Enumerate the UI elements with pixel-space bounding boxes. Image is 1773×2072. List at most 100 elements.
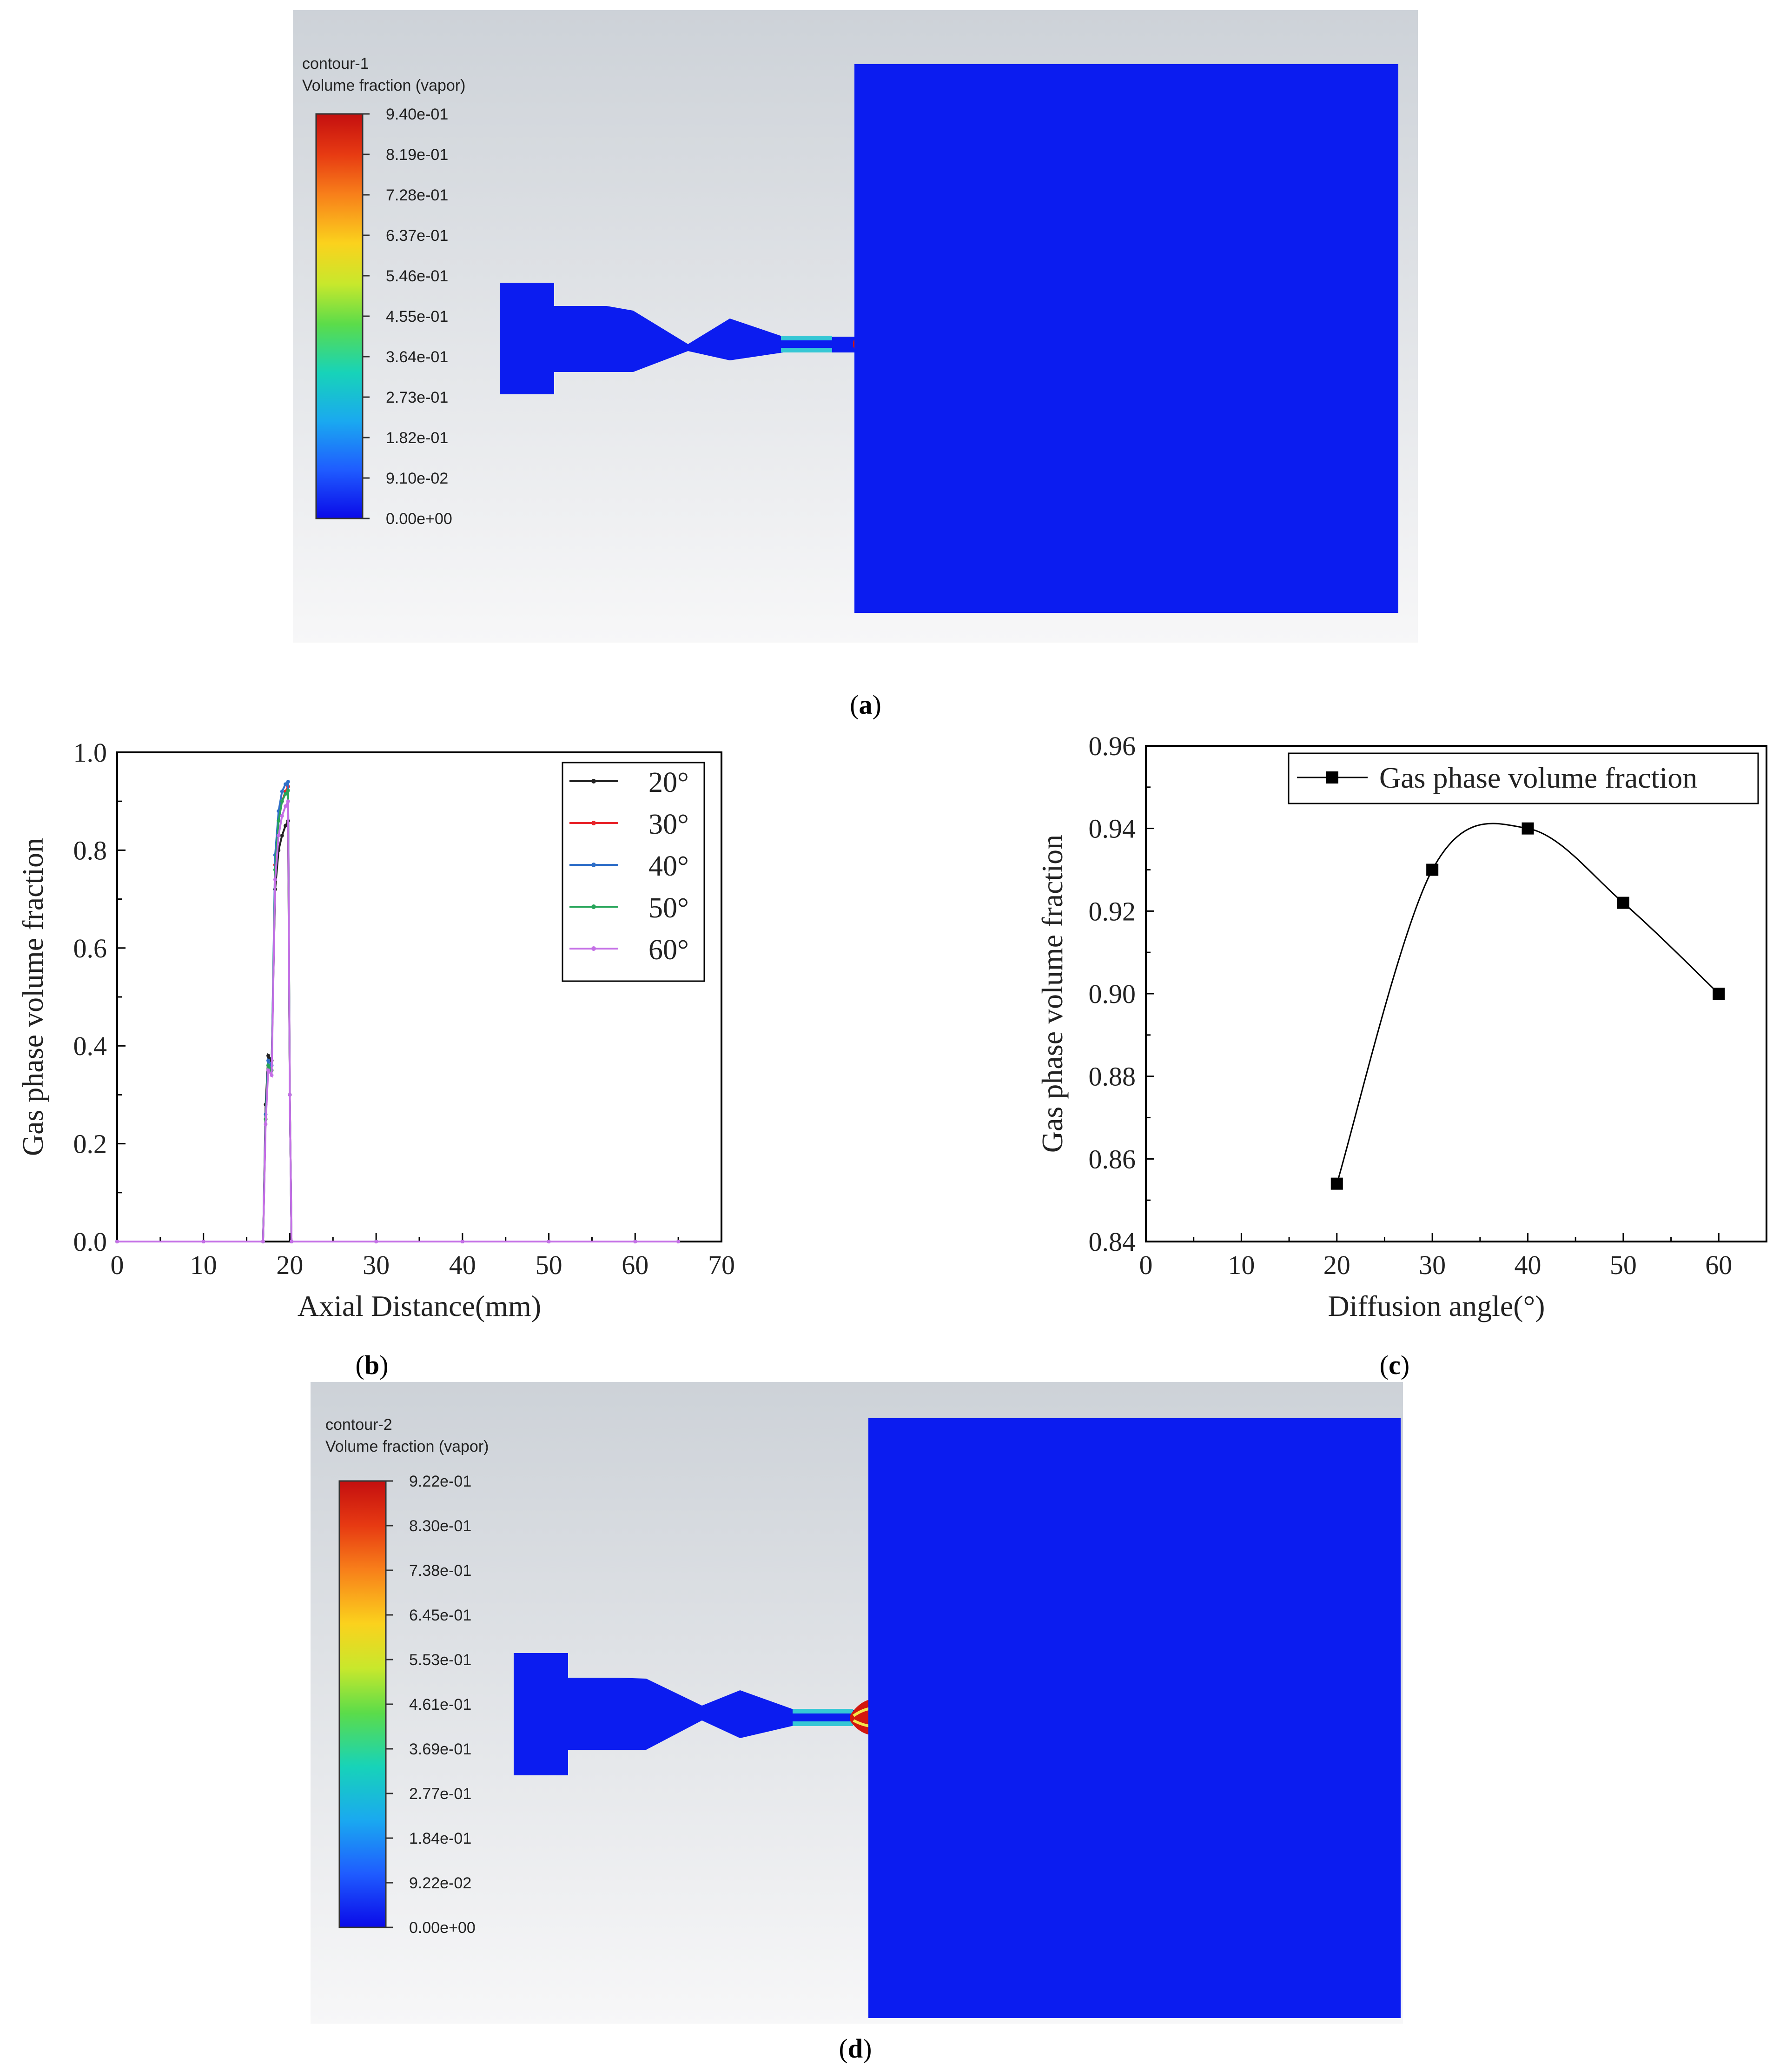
chart-b-xtick-label: 20 bbox=[276, 1250, 303, 1280]
colorbar-d-tick-label: 4.61e-01 bbox=[409, 1696, 471, 1713]
series-point bbox=[266, 1068, 270, 1072]
chart-c-series bbox=[1330, 822, 1725, 1190]
chart-c-ytick-label: 0.84 bbox=[1089, 1227, 1136, 1257]
series-point bbox=[270, 1073, 274, 1077]
colorbar-d-tick-label: 9.22e-01 bbox=[409, 1473, 471, 1490]
legend-b-entry: 50° bbox=[648, 892, 689, 924]
series-point bbox=[273, 877, 277, 882]
legend-c-box bbox=[1288, 752, 1759, 804]
colorbar-a-tick-label: 9.10e-02 bbox=[386, 470, 448, 487]
colorbar-a-tick-label: 9.40e-01 bbox=[386, 106, 448, 123]
chart-c-ylabel: Gas phase volume fraction bbox=[1036, 835, 1069, 1153]
chart-b-ytick-label: 0.0 bbox=[73, 1227, 107, 1257]
chart-b-series bbox=[115, 779, 681, 1243]
series-point bbox=[676, 1240, 681, 1243]
series-point bbox=[286, 799, 290, 804]
colorbar-d-tick-label: 5.53e-01 bbox=[409, 1651, 471, 1669]
chart-c-xtick-label: 30 bbox=[1419, 1250, 1446, 1280]
chart-b-axes: 0 10 20 30 40 50 60 70 0.0 0.2 0.4 0.6 0.8 1.0 bbox=[73, 737, 735, 1280]
panel-a-label: (a) bbox=[850, 690, 881, 720]
series-point bbox=[201, 1240, 205, 1243]
legend-b-marker bbox=[591, 821, 596, 825]
series-point bbox=[280, 833, 284, 837]
chart-b-ylabel: Gas phase volume fraction bbox=[16, 838, 49, 1156]
legend-b-marker bbox=[591, 946, 596, 951]
nozzle-body-a bbox=[500, 283, 855, 394]
chart-c-axes: 0 10 20 30 40 50 60 0.84 0.86 0.88 0.90 0.92 0.94 0.9… bbox=[1089, 731, 1733, 1280]
legend-b-marker bbox=[591, 863, 596, 867]
chart-b-xtick-label: 0 bbox=[111, 1250, 124, 1280]
domain-box-d bbox=[868, 1418, 1401, 2018]
legend-b-entry: 60° bbox=[648, 934, 689, 966]
chart-c-xtick-label: 20 bbox=[1323, 1250, 1350, 1280]
colorbar-d-tick-label: 7.38e-01 bbox=[409, 1562, 471, 1580]
colorbar-a bbox=[315, 113, 364, 519]
colorbar-d-tick-label: 3.69e-01 bbox=[409, 1740, 471, 1758]
series-point bbox=[1330, 1177, 1343, 1190]
chart-b-ytick-label: 0.6 bbox=[73, 933, 107, 963]
chart-b-xtick-label: 60 bbox=[622, 1250, 648, 1280]
legend-d-title-1: contour-2 bbox=[325, 1416, 392, 1434]
chart-c-legend: Gas phase volume fraction bbox=[1288, 752, 1759, 804]
legend-c-marker bbox=[1326, 771, 1338, 784]
chart-b-xtick-label: 50 bbox=[536, 1250, 562, 1280]
colorbar-d-tick-label: 9.22e-02 bbox=[409, 1874, 471, 1892]
legend-b-entry: 30° bbox=[648, 809, 689, 840]
panel-b-label: (b) bbox=[356, 1350, 389, 1380]
chart-c-xtick-label: 60 bbox=[1705, 1250, 1732, 1280]
series-point bbox=[290, 1240, 294, 1243]
chart-b-ytick-label: 0.2 bbox=[73, 1129, 107, 1159]
colorbar-a-tick-label: 8.19e-01 bbox=[386, 146, 448, 164]
colorbar-a-tick-label: 7.28e-01 bbox=[386, 186, 448, 204]
series-point bbox=[284, 782, 288, 786]
legend-b-box bbox=[562, 762, 705, 982]
series-point bbox=[277, 833, 281, 837]
series-point bbox=[264, 1122, 268, 1126]
chart-c-xtick-label: 50 bbox=[1610, 1250, 1637, 1280]
chart-b-xlabel: Axial Distance(mm) bbox=[298, 1289, 541, 1322]
colorbar-a-tick-label: 6.37e-01 bbox=[386, 227, 448, 245]
throat-vapor-d-2 bbox=[793, 1721, 853, 1726]
colorbar-a-tick-label: 1.82e-01 bbox=[386, 429, 448, 447]
legend-a-title-1: contour-1 bbox=[302, 55, 369, 73]
chart-b-xtick-label: 30 bbox=[363, 1250, 390, 1280]
legend-a-title-2: Volume fraction (vapor) bbox=[302, 77, 466, 94]
chart-b-ytick-label: 0.4 bbox=[73, 1031, 107, 1061]
panel-c: 0 10 20 30 40 50 60 0.84 0.86 0.88 0.90 0.92 0.94 0.9… bbox=[1036, 731, 1767, 1380]
series-point bbox=[266, 1054, 270, 1058]
chart-c-xtick-label: 40 bbox=[1515, 1250, 1541, 1280]
series-point bbox=[280, 814, 284, 818]
colorbar-a-ticks: 9.40e-01 8.19e-01 7.28e-01 6.37e-01 5.46e-01… bbox=[363, 106, 452, 528]
series-point bbox=[286, 789, 290, 793]
chart-c-ytick-label: 0.90 bbox=[1089, 979, 1136, 1009]
colorbar-a-tick-label: 5.46e-01 bbox=[386, 267, 448, 285]
colorbar-d-tick-label: 1.84e-01 bbox=[409, 1830, 471, 1847]
panel-a: contour-1 Volume fraction (vapor) 9.40e-… bbox=[293, 10, 1418, 720]
series-point bbox=[261, 1240, 265, 1243]
chart-b-ytick-label: 0.8 bbox=[73, 835, 107, 865]
colorbar-a-tick-label: 4.55e-01 bbox=[386, 308, 448, 325]
series-point bbox=[280, 799, 284, 804]
series-point bbox=[284, 792, 288, 796]
colorbar-d-tick-label: 8.30e-01 bbox=[409, 1517, 471, 1535]
series-line-4 bbox=[117, 801, 679, 1242]
colorbar-a-tick-label: 2.73e-01 bbox=[386, 389, 448, 406]
chart-c-ytick-label: 0.92 bbox=[1089, 896, 1136, 926]
colorbar-d-tick-label: 2.77e-01 bbox=[409, 1785, 471, 1803]
legend-b-entry: 40° bbox=[648, 850, 689, 882]
series-point bbox=[115, 1240, 119, 1243]
colorbar-d bbox=[338, 1480, 387, 1928]
chart-b-xtick-label: 10 bbox=[190, 1250, 217, 1280]
series-point bbox=[547, 1240, 551, 1243]
chart-c-ytick-label: 0.88 bbox=[1089, 1062, 1136, 1092]
series-point bbox=[284, 804, 288, 808]
throat-vapor-a bbox=[781, 336, 832, 340]
series-point bbox=[280, 790, 284, 794]
chart-c-frame bbox=[1145, 745, 1767, 1242]
chart-c-xtick-label: 0 bbox=[1139, 1250, 1153, 1280]
legend-b-entry: 20° bbox=[648, 767, 689, 798]
chart-c-ytick-label: 0.96 bbox=[1089, 731, 1136, 761]
chart-b-legend: 20° 30° 40° 50° 60° bbox=[562, 762, 705, 982]
